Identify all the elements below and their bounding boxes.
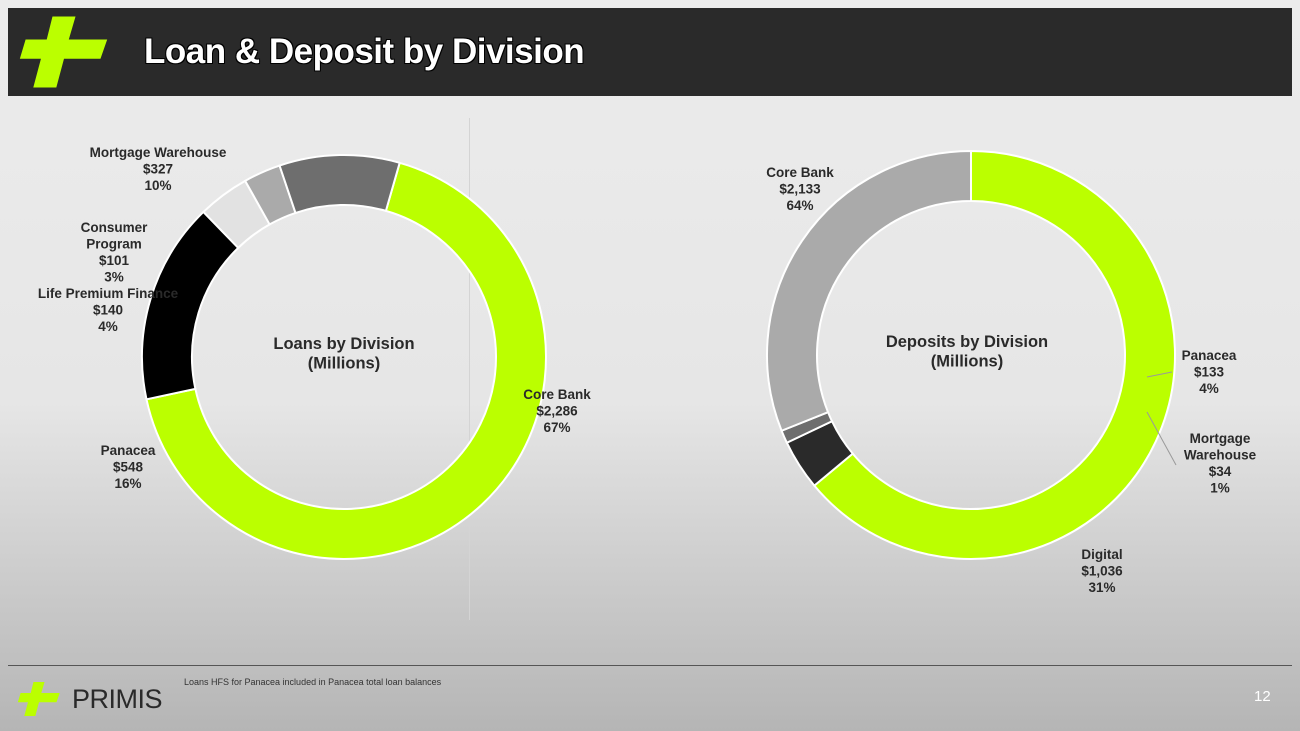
slice-panacea	[141, 210, 240, 401]
footnote: Loans HFS for Panacea included in Panace…	[184, 677, 442, 687]
data-label-core-bank: Core Bank $2,286 67%	[523, 387, 591, 435]
brand-name: PRIMIS	[72, 684, 163, 714]
data-label-consumer-program: Consumer Program $101 3%	[81, 220, 149, 285]
center-label: Deposits by Division (Millions)	[886, 333, 1048, 371]
data-label-panacea: Panacea $133 4%	[1182, 348, 1237, 396]
primis-logo-icon	[19, 16, 108, 88]
leader-line	[1146, 371, 1173, 378]
page-title: Loan & Deposit by Division	[144, 32, 585, 71]
data-label-mortgage-warehouse: Mortgage Warehouse $327 10%	[90, 145, 227, 193]
data-label-mortgage-warehouse: Mortgage Warehouse $34 1%	[1184, 431, 1257, 496]
primis-footer-logo-icon	[17, 681, 60, 717]
data-label-digital: Digital $1,036 31%	[1081, 547, 1123, 595]
footer-divider	[8, 665, 1292, 666]
data-label-life-premium-finance: Life Premium Finance $140 4%	[38, 286, 179, 334]
loans-donut-chart: Core Bank $2,286 67% Panacea $548 16% Life Pre…	[38, 145, 591, 560]
data-label-core-bank: Core Bank $2,133 64%	[766, 165, 834, 213]
deposits-donut-chart: Core Bank $2,133 64% Panacea $133 4% Mortgage W…	[766, 149, 1257, 595]
slice-core-bank	[812, 149, 1176, 560]
slice-core-bank	[145, 161, 547, 560]
center-label: Loans by Division (Millions)	[273, 335, 414, 373]
page-number: 12	[1254, 688, 1271, 705]
slice-digital	[766, 149, 972, 433]
leader-line	[1146, 411, 1177, 466]
slice-mortgage-warehouse	[278, 154, 401, 215]
panel-divider	[469, 118, 470, 620]
header-bar: Loan & Deposit by Division	[8, 8, 1292, 96]
data-label-panacea: Panacea $548 16%	[101, 443, 156, 491]
